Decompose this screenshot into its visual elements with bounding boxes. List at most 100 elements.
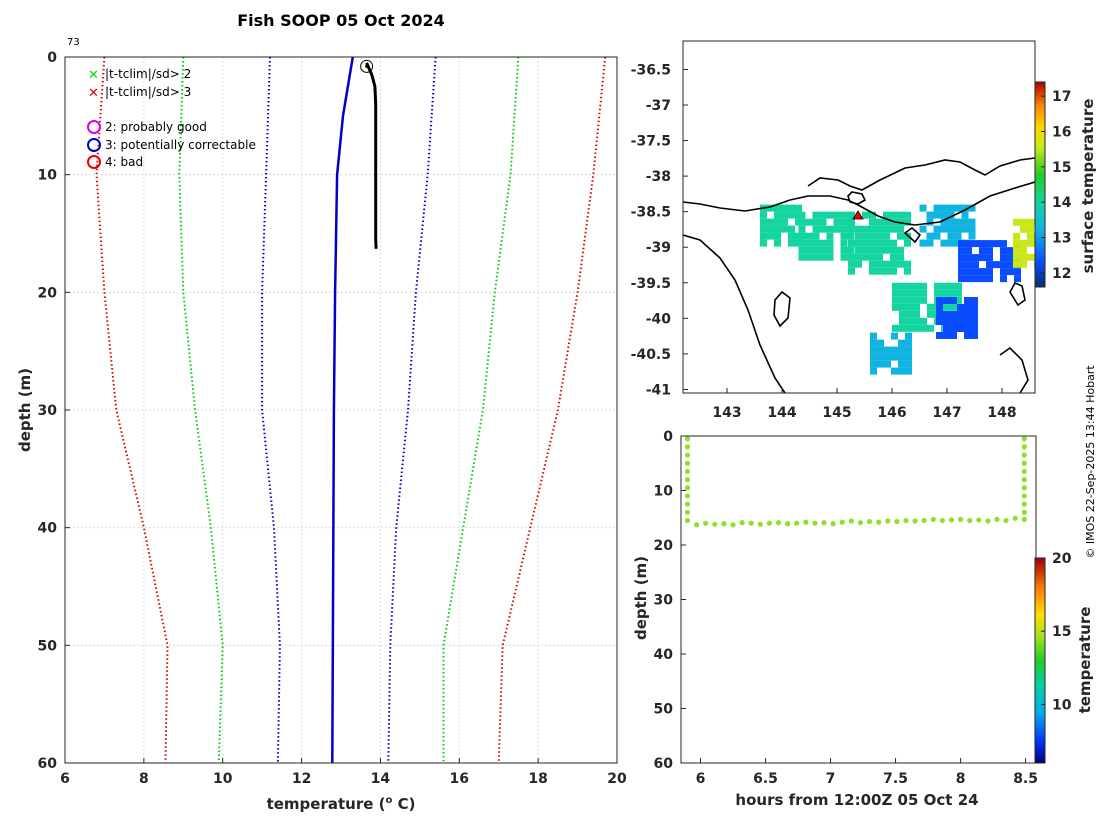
sst-pixel <box>906 296 913 304</box>
map-xtick-label: 148 <box>987 405 1016 421</box>
track-point <box>748 520 754 526</box>
sst-pixel <box>965 275 972 283</box>
sst-pixel <box>919 225 927 233</box>
track-point <box>730 522 736 528</box>
sst-pixel <box>840 239 848 247</box>
sst-pixel <box>855 246 862 254</box>
sst-pixel <box>760 225 767 233</box>
sst-pixel <box>972 268 979 276</box>
sst-pixel <box>950 325 957 332</box>
sst-pixel <box>979 254 986 262</box>
sst-pixel <box>897 260 904 268</box>
sst-colorbar <box>1035 82 1045 287</box>
sst-pixel <box>819 211 827 219</box>
track-point <box>1021 460 1027 466</box>
sst-pixel <box>848 267 855 275</box>
track-point <box>684 485 691 491</box>
map-panel: 143 144 145 146 147 148 -36.5 -37 -37.5 -38 -38.5 -… <box>631 40 1097 421</box>
sst-pixel <box>848 253 855 261</box>
sst-pixel <box>940 225 948 233</box>
sst-pixel <box>819 239 827 247</box>
sst-pixel <box>964 318 971 325</box>
sst-pixel <box>840 253 848 261</box>
circle-marker-magenta <box>87 120 101 134</box>
temp-colorbar-ticks: 10 15 20 <box>1041 551 1072 713</box>
sst-pixel <box>788 225 795 233</box>
track-point <box>985 518 991 524</box>
sst-pixel <box>805 239 813 247</box>
track-point <box>684 468 691 475</box>
track-ytick-label: 20 <box>654 538 674 554</box>
sst-pixel <box>964 332 971 339</box>
sst-pixel <box>906 310 913 318</box>
sst-pixel <box>876 260 883 268</box>
sst-pixel <box>848 218 855 226</box>
profile-id: 73 <box>67 37 80 48</box>
track-point <box>1021 493 1027 499</box>
sst-pixel <box>899 310 906 318</box>
track-background <box>681 436 1036 763</box>
sst-pixel <box>870 360 877 368</box>
sst-pixel <box>774 218 781 226</box>
track-point <box>930 516 936 522</box>
sst-pixel <box>877 339 884 347</box>
sst-pixel <box>869 239 876 247</box>
sst-pixel <box>971 297 978 304</box>
map-xtick-label: 147 <box>932 405 961 421</box>
sst-pixel <box>940 204 948 212</box>
map-ytick-label: -39 <box>646 240 671 256</box>
track-xtick-label: 7.5 <box>883 771 908 787</box>
sst-pixel <box>897 211 904 219</box>
sst-pixel <box>767 232 774 240</box>
x-marker-red: ✕ <box>88 86 99 101</box>
track-point <box>684 493 691 499</box>
track-xtick-label: 8.5 <box>1013 771 1038 787</box>
ytick-label: 0 <box>47 50 57 66</box>
sst-pixel <box>947 225 955 233</box>
track-point <box>721 521 727 527</box>
track-ytick-label: 30 <box>654 593 674 609</box>
sst-pixel <box>781 204 788 212</box>
xtick-label: 14 <box>371 771 391 787</box>
sst-pixel <box>897 253 904 261</box>
sst-pixel <box>936 332 943 339</box>
sst-pixel <box>926 218 934 226</box>
sst-pixel <box>883 225 890 233</box>
sst-pixel <box>904 239 911 247</box>
xtick-label: 10 <box>213 771 233 787</box>
sst-pixel <box>1007 268 1014 276</box>
sst-pixel <box>936 297 943 304</box>
sst-pixel <box>905 360 912 368</box>
series-mean-2sd <box>261 56 281 764</box>
sst-pixel <box>892 324 899 332</box>
sst-pixel <box>965 240 972 248</box>
bay-inlet <box>847 191 867 205</box>
sst-pixel <box>905 339 912 347</box>
sst-pixel <box>1027 218 1034 226</box>
track-point <box>785 521 791 527</box>
xtick-label: 6 <box>60 771 70 787</box>
ytick-label: 40 <box>38 521 58 537</box>
sst-pixel <box>1013 232 1020 240</box>
map-xtick-label: 144 <box>767 405 796 421</box>
sst-pixel <box>955 296 962 304</box>
sst-pixel <box>933 211 941 219</box>
sst-pixel <box>862 239 869 247</box>
map-ytick-label: -40.5 <box>631 347 671 363</box>
sst-pixel <box>870 346 877 354</box>
sst-pixel <box>1027 239 1034 247</box>
tasmania-coast <box>999 346 1029 393</box>
track-point <box>967 517 973 524</box>
sst-pixel <box>1013 260 1020 268</box>
sst-pixel <box>986 275 993 283</box>
map-ytick-label: -40 <box>646 311 672 327</box>
sst-pixel <box>890 211 897 219</box>
x-marker-green: ✕ <box>88 68 99 83</box>
sst-pixel <box>933 225 941 233</box>
sst-pixel <box>958 261 965 269</box>
sst-pixel <box>840 232 848 240</box>
map-ytick-label: -39.5 <box>631 276 671 292</box>
sst-pixel <box>884 346 891 354</box>
sst-pixel <box>805 218 813 226</box>
sst-pixel <box>943 311 950 318</box>
